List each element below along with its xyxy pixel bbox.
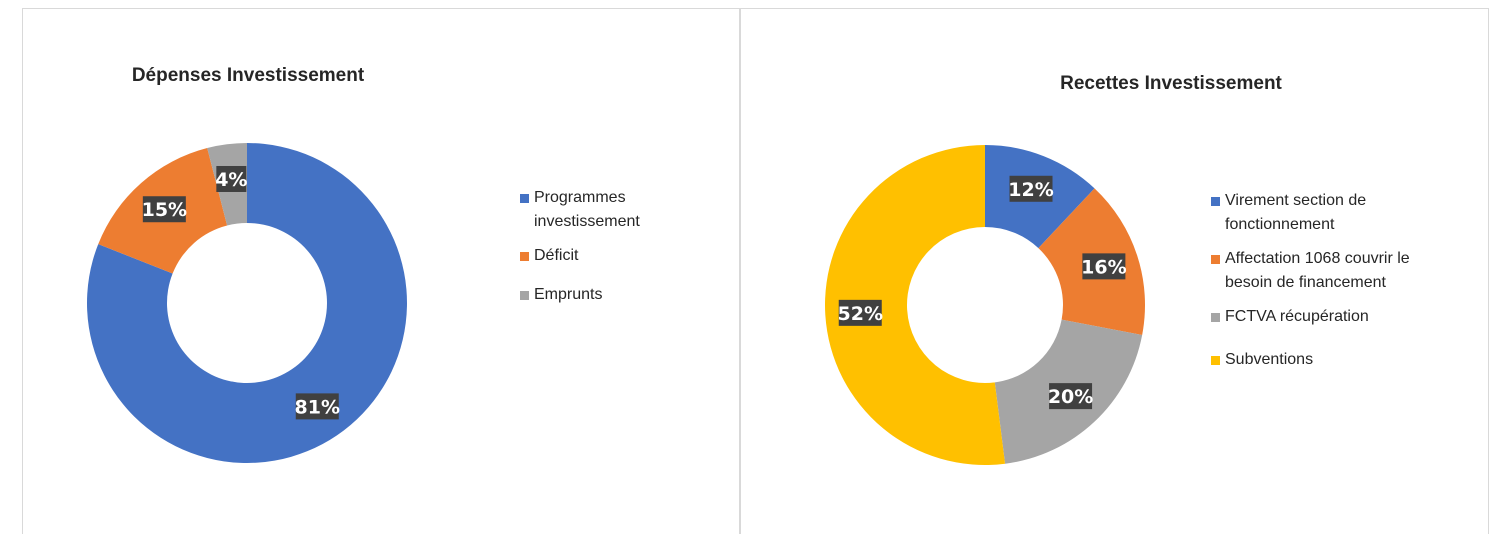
data-label-box	[142, 196, 186, 223]
chart-title: Dépenses Investissement	[131, 65, 365, 86]
data-label-subventions: 52%	[838, 299, 883, 326]
chart-panel-depenses: Dépenses Investissement 81% 15% 4% Program…	[22, 8, 740, 534]
legend-label: Programmes investissement	[534, 186, 640, 234]
data-label-box	[1009, 175, 1053, 202]
legend-swatch	[1211, 356, 1220, 365]
data-label-programmes-investissement: 81%	[295, 393, 340, 420]
legend-label-line: besoin de financement	[1225, 274, 1386, 291]
donut-chart-depenses: 81% 15% 4%	[86, 143, 408, 464]
legend-label-line: Déficit	[534, 247, 579, 264]
legend-swatch	[520, 194, 529, 203]
data-label-text: 52%	[838, 303, 883, 325]
data-label-emprunts: 4%	[215, 165, 247, 192]
legend-label: FCTVA récupération	[1225, 305, 1369, 329]
legend-label: Subventions	[1225, 348, 1313, 372]
legend-label: Virement section de fonctionnement	[1225, 189, 1366, 237]
data-label-text: 16%	[1081, 256, 1126, 278]
legend-label-line: fonctionnement	[1225, 216, 1335, 233]
legend-label: Affectation 1068 couvrir le besoin de fin…	[1225, 247, 1410, 295]
legend-swatch	[520, 252, 529, 261]
slice-programmes-investissement	[86, 143, 408, 464]
data-label-text: 12%	[1008, 179, 1053, 201]
data-label-box	[295, 393, 339, 420]
data-label-deficit: 15%	[142, 196, 187, 223]
data-label-virement-section-de-fonctionnement: 12%	[1008, 175, 1054, 202]
legend-label-line: Virement section de	[1225, 192, 1367, 209]
legend-depenses: Programmes investissement Déficit Emprunts	[520, 186, 740, 346]
data-label-box	[216, 165, 247, 192]
data-label-text: 20%	[1048, 386, 1093, 408]
donut-chart-recettes: 12% 16% 20% 52%	[824, 145, 1145, 465]
legend-label-line: Emprunts	[534, 286, 603, 303]
data-label-box	[1082, 253, 1126, 280]
legend-swatch	[1211, 255, 1220, 264]
data-label-text: 81%	[295, 396, 340, 418]
slice-subventions	[824, 145, 1006, 465]
legend-label-line: FCTVA récupération	[1225, 308, 1369, 325]
legend-label-line: Programmes	[534, 189, 626, 206]
data-label-text: 4%	[215, 169, 247, 191]
data-label-fctva-recuperation: 20%	[1048, 383, 1093, 410]
data-label-box	[838, 299, 882, 326]
legend-label-line: Affectation 1068 couvrir le	[1225, 250, 1410, 267]
legend-label: Déficit	[534, 244, 578, 268]
legend-swatch	[520, 291, 529, 300]
chart-panel-recettes: Recettes Investissement 12% 16% 20% 52% Vir…	[740, 8, 1489, 534]
data-label-text: 15%	[142, 199, 187, 221]
legend-label-line: investissement	[534, 213, 640, 230]
legend-recettes: Virement section de fonctionnement Affecta…	[1211, 189, 1486, 389]
data-label-box	[1049, 383, 1093, 410]
legend-swatch	[1211, 197, 1220, 206]
legend-label: Emprunts	[534, 283, 602, 307]
chart-title: Recettes Investissement	[1060, 73, 1282, 94]
legend-label-line: Subventions	[1225, 351, 1314, 368]
data-label-affectation-1068-couvrir-le-besoin-de-financement: 16%	[1081, 253, 1127, 280]
legend-swatch	[1211, 313, 1220, 322]
